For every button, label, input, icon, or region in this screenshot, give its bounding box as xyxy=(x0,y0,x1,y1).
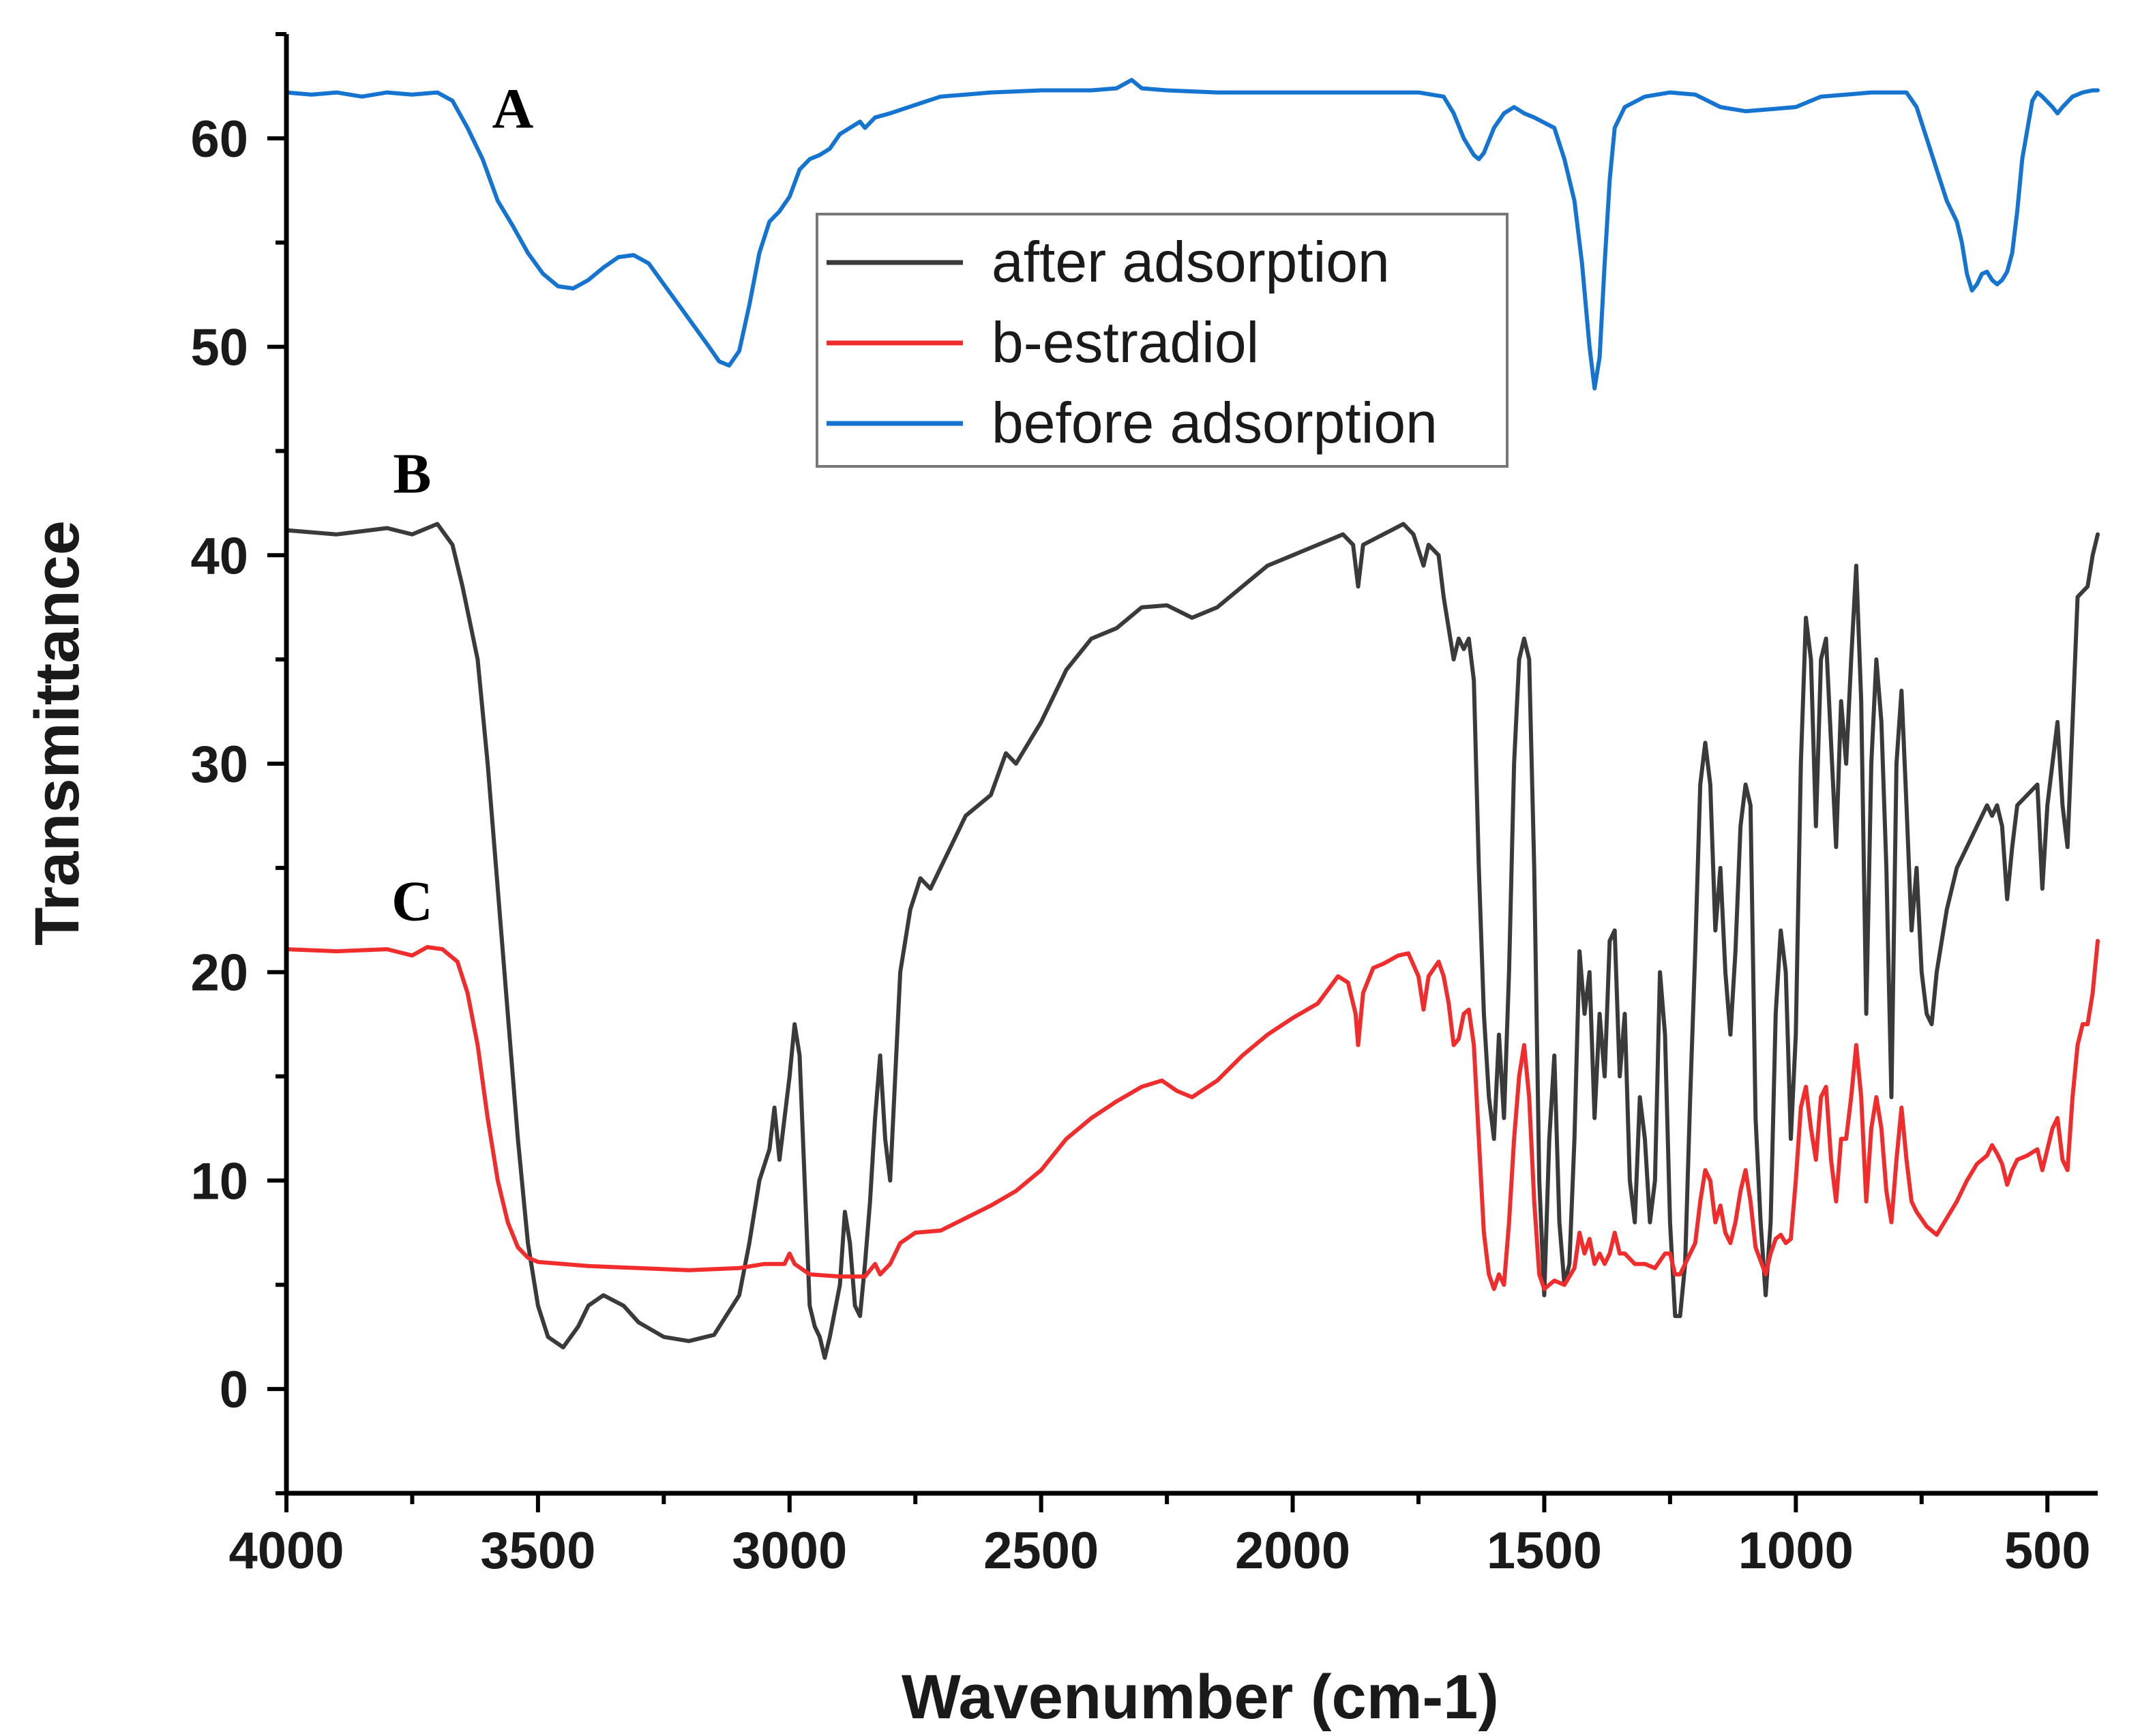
x-tick-label: 500 xyxy=(2004,1522,2091,1580)
x-tick-label: 2000 xyxy=(1235,1522,1350,1580)
y-tick-label: 50 xyxy=(190,319,248,377)
y-tick-label: 40 xyxy=(190,527,248,585)
legend: after adsorption b-estradiol before adsorp… xyxy=(816,213,1509,468)
curve-label-B: B xyxy=(393,443,431,506)
y-tick-label: 0 xyxy=(220,1361,248,1419)
x-tick-label: 4000 xyxy=(228,1522,344,1580)
series-line-before-adsorption xyxy=(284,78,2100,391)
y-axis-title: Transmittance xyxy=(23,520,92,946)
x-tick-label: 2500 xyxy=(983,1522,1099,1580)
y-tick-label: 60 xyxy=(190,110,248,168)
series-group xyxy=(284,78,2100,1360)
curve-annotations: A B C xyxy=(391,78,534,933)
x-tick-label: 1500 xyxy=(1487,1522,1602,1580)
y-tick-label: 30 xyxy=(190,736,248,794)
series-line-after-adsorption xyxy=(284,522,2100,1360)
x-tick-label: 3000 xyxy=(732,1522,847,1580)
legend-label: before adsorption xyxy=(992,391,1438,455)
curve-label-A: A xyxy=(492,78,534,141)
y-tick-label: 10 xyxy=(190,1152,248,1210)
series-line-b-estradiol xyxy=(284,938,2100,1291)
legend-label: b-estradiol xyxy=(992,310,1259,374)
x-tick-label: 3500 xyxy=(480,1522,595,1580)
axes: 4000 3500 3000 2500 2000 1500 1000 500 0 10 20 30 40… xyxy=(190,32,2098,1580)
y-tick-label: 20 xyxy=(190,944,248,1002)
x-axis-title: Wavenumber (cm-1) xyxy=(902,1662,1499,1732)
x-tick-label: 1000 xyxy=(1738,1522,1854,1580)
legend-label: after adsorption xyxy=(992,230,1390,294)
curve-label-C: C xyxy=(391,869,433,933)
